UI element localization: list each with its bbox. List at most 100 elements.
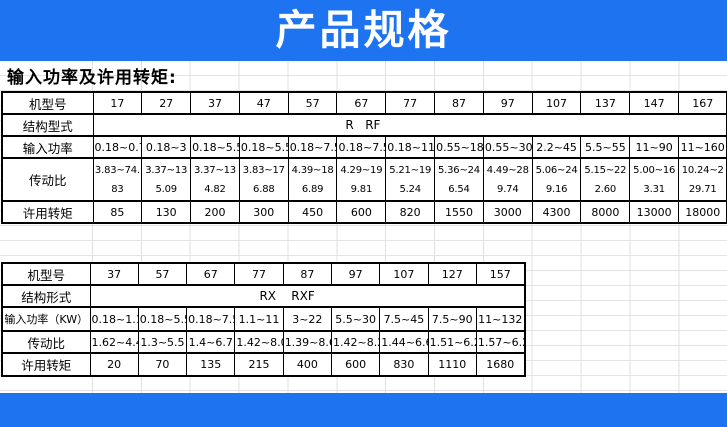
- table-row-model: 机型号 17 27 37 47 57 67 77 87 97 107 137 1…: [1, 91, 727, 115]
- cell-model: 147: [629, 91, 680, 115]
- row-label-power: 输入功率（KW）: [1, 306, 91, 332]
- cell-power: 11~132: [475, 306, 526, 332]
- cell-power: 0.18~3: [141, 135, 192, 159]
- row-label-ratio: 传动比: [1, 157, 94, 202]
- footer-banner: [0, 393, 727, 427]
- cell-torque: 8000: [580, 200, 631, 224]
- cell-model: 77: [234, 262, 284, 286]
- cell-power: 0.55~30: [482, 135, 533, 159]
- cell-power: 5.5~30: [330, 306, 381, 332]
- cell-torque: 830: [379, 352, 429, 377]
- spec-table-r-rf: 机型号 17 27 37 47 57 67 77 87 97 107 137 1…: [1, 91, 727, 224]
- cell-model: 17: [92, 91, 143, 115]
- cell-torque: 1550: [434, 200, 484, 224]
- cell-torque: 20: [89, 352, 139, 377]
- structure-value: RX RXF: [259, 289, 315, 303]
- cell-model: 157: [475, 262, 526, 286]
- table-row-power: 输入功率（KW） 0.18~1.1 0.18~5.5 0.18~7.5 1.1~…: [1, 306, 526, 332]
- cell-power: 0.18~7.5: [336, 135, 387, 159]
- cell-ratio: 10.24~229.71: [678, 157, 727, 202]
- cell-structure-merged: RX RXF: [89, 284, 526, 308]
- cell-power: 0.55~18.5: [434, 135, 484, 159]
- cell-model: 57: [287, 91, 338, 115]
- row-label-ratio: 传动比: [1, 330, 91, 354]
- cell-model: 27: [141, 91, 192, 115]
- cell-ratio: 1.39~8.65: [282, 330, 332, 354]
- cell-ratio: 3.37~134.82: [190, 157, 240, 202]
- cell-power: 0.18~11: [385, 135, 436, 159]
- row-label-structure: 结构型式: [1, 113, 94, 137]
- cell-ratio: 3.83~74.83: [92, 157, 143, 202]
- cell-torque: 300: [238, 200, 289, 224]
- cell-torque: 1680: [475, 352, 526, 377]
- cell-torque: 135: [186, 352, 236, 377]
- cell-power: 0.18~1.1: [89, 306, 139, 332]
- cell-model: 127: [427, 262, 477, 286]
- cell-torque: 450: [287, 200, 338, 224]
- cell-power: 0.18~5.5: [238, 135, 289, 159]
- cell-ratio: 5.36~246.54: [434, 157, 484, 202]
- cell-ratio: 1.44~6.63: [379, 330, 429, 354]
- cell-model: 107: [379, 262, 429, 286]
- cell-ratio: 5.21~195.24: [385, 157, 436, 202]
- cell-ratio: 5.00~163.31: [629, 157, 680, 202]
- cell-model: 57: [137, 262, 188, 286]
- cell-model: 137: [580, 91, 631, 115]
- table-row-structure: 结构型式 R RF: [1, 113, 727, 137]
- cell-torque: 1110: [427, 352, 477, 377]
- cell-model: 67: [186, 262, 236, 286]
- page-title: 产品规格: [275, 6, 452, 54]
- cell-power: 3~22: [282, 306, 332, 332]
- cell-model: 37: [190, 91, 240, 115]
- cell-ratio: 4.49~289.74: [482, 157, 533, 202]
- cell-ratio: 1.57~6.2: [475, 330, 526, 354]
- cell-torque: 70: [137, 352, 188, 377]
- table-row-ratio: 传动比 3.83~74.83 3.37~135.09 3.37~134.82 3…: [1, 157, 727, 202]
- cell-power: 7.5~90: [427, 306, 477, 332]
- cell-ratio: 1.62~4.43: [89, 330, 139, 354]
- cell-power: 11~90: [629, 135, 680, 159]
- cell-torque: 400: [282, 352, 332, 377]
- cell-model: 77: [385, 91, 436, 115]
- cell-model: 47: [238, 91, 289, 115]
- cell-torque: 13000: [629, 200, 680, 224]
- row-label-model: 机型号: [1, 91, 94, 115]
- cell-ratio: 1.42~8.00: [234, 330, 284, 354]
- cell-torque: 215: [234, 352, 284, 377]
- cell-ratio: 1.4~6.7: [186, 330, 236, 354]
- cell-ratio: 1.42~8.23: [330, 330, 381, 354]
- cell-power: 0.18~5.5: [190, 135, 240, 159]
- cell-model: 87: [434, 91, 484, 115]
- cell-torque: 3000: [482, 200, 533, 224]
- cell-ratio: 3.37~135.09: [141, 157, 192, 202]
- table-row-torque: 许用转矩 85 130 200 300 450 600 820 1550 300…: [1, 200, 727, 224]
- table-row-structure: 结构形式 RX RXF: [1, 284, 526, 308]
- structure-value: R RF: [345, 118, 381, 132]
- cell-structure-merged: R RF: [92, 113, 727, 137]
- cell-model: 97: [330, 262, 381, 286]
- spec-table-rx-rxf: 机型号 37 57 67 77 87 97 107 127 157 结构形式 R…: [1, 262, 526, 377]
- cell-model: 107: [531, 91, 582, 115]
- cell-torque: 85: [92, 200, 143, 224]
- table-row-power: 输入功率 0.18~0.75 0.18~3 0.18~5.5 0.18~5.5 …: [1, 135, 727, 159]
- cell-power: 1.1~11: [234, 306, 284, 332]
- table-row-model: 机型号 37 57 67 77 87 97 107 127 157: [1, 262, 526, 286]
- cell-power: 11~160: [678, 135, 727, 159]
- cell-torque: 200: [190, 200, 240, 224]
- cell-power: 0.18~5.5: [137, 306, 188, 332]
- table-row-torque: 许用转矩 20 70 135 215 400 600 830 1110 1680: [1, 352, 526, 377]
- cell-power: 2.2~45: [531, 135, 582, 159]
- row-label-power: 输入功率: [1, 135, 94, 159]
- cell-torque: 820: [385, 200, 436, 224]
- cell-torque: 130: [141, 200, 192, 224]
- table-row-ratio: 传动比 1.62~4.43 1.3~5.5 1.4~6.7 1.42~8.00 …: [1, 330, 526, 354]
- cell-ratio: 4.29~199.81: [336, 157, 387, 202]
- cell-ratio: 1.51~6.2: [427, 330, 477, 354]
- cell-ratio: 1.3~5.5: [137, 330, 188, 354]
- cell-torque: 4300: [531, 200, 582, 224]
- cell-torque: 18000: [678, 200, 727, 224]
- header-banner: 产品规格: [0, 0, 727, 61]
- cell-ratio: 5.06~249.16: [531, 157, 582, 202]
- row-label-torque: 许用转矩: [1, 200, 94, 224]
